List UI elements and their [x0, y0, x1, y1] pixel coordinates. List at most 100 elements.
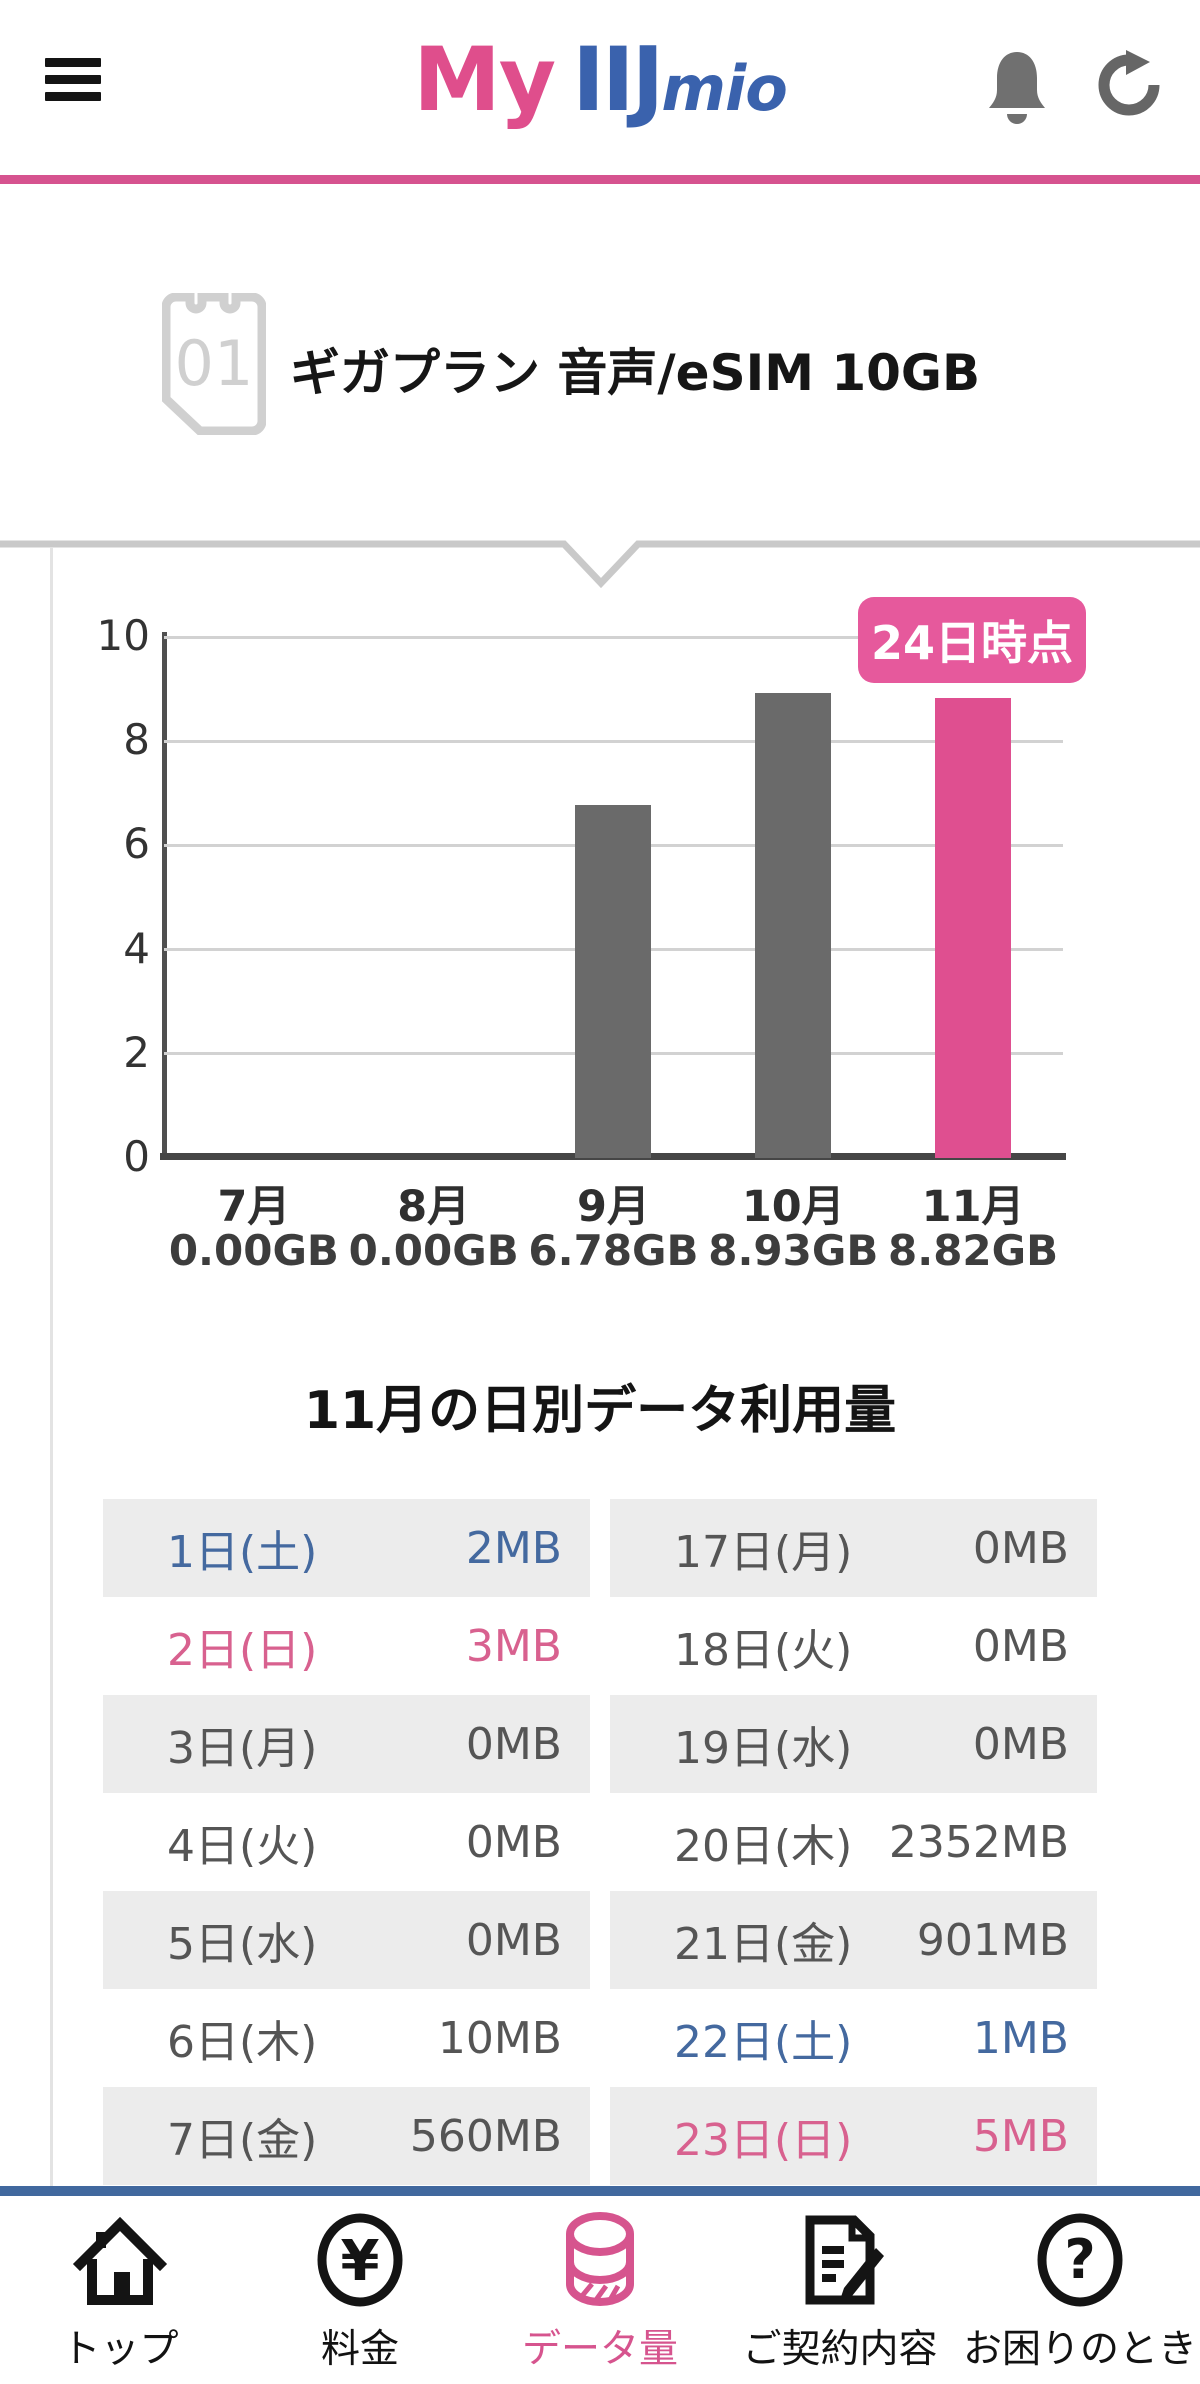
daily-usage-title: 11月の日別データ利用量: [303, 1381, 897, 1441]
yen-icon: ¥: [317, 2213, 403, 2307]
day-label: 3日(月): [167, 1723, 318, 1774]
month-label: 7月: [217, 1182, 291, 1232]
month-usage-value: 8.93GB: [708, 1226, 879, 1275]
header-divider: [0, 175, 1200, 184]
month-label: 8月: [397, 1182, 471, 1232]
svg-text:?: ?: [1064, 2228, 1095, 2291]
usage-value: 1MB: [972, 2012, 1069, 2064]
month-usage-value: 8.82GB: [888, 1226, 1059, 1275]
usage-bar-10月: [755, 693, 832, 1158]
sim-card-icon: 01: [162, 293, 266, 435]
daily-usage-row: 7日(金) 560MB: [103, 2087, 590, 2185]
day-label: 22日(土): [674, 2017, 853, 2068]
y-axis-tick-label: 8: [123, 715, 150, 765]
daily-usage-row: 17日(月) 0MB: [610, 1499, 1097, 1597]
nav-item-contract[interactable]: ご契約内容: [720, 2196, 960, 2384]
sim-number-text: 01: [175, 327, 254, 400]
daily-usage-row: 6日(木) 10MB: [103, 1989, 590, 2087]
daily-usage-row: 20日(木) 2352MB: [610, 1793, 1097, 1891]
y-axis-tick-label: 2: [123, 1027, 150, 1077]
day-label: 21日(金): [674, 1919, 853, 1970]
usage-value: 0MB: [972, 1620, 1069, 1672]
plan-title: ギガプラン 音声/eSIM 10GB: [290, 344, 981, 402]
y-axis-tick-label: 0: [123, 1132, 150, 1181]
daily-usage-row: 1日(土) 2MB: [103, 1499, 590, 1597]
daily-usage-row: 19日(水) 0MB: [610, 1695, 1097, 1793]
app-logo: My IIJmio: [0, 28, 1200, 131]
nav-item-help[interactable]: ? お困りのとき: [960, 2196, 1200, 2384]
daily-usage-row: 22日(土) 1MB: [610, 1989, 1097, 2087]
day-label: 1日(土): [167, 1527, 318, 1578]
data-coins-icon: [566, 2212, 634, 2306]
day-label: 20日(木): [674, 1821, 853, 1872]
nav-label-fees: 料金: [320, 2327, 399, 2372]
usage-bar-9月: [575, 805, 652, 1158]
month-usage-value: 6.78GB: [528, 1226, 699, 1275]
usage-value: 3MB: [465, 1620, 562, 1672]
nav-label-contract: ご契約内容: [742, 2327, 938, 2372]
daily-usage-row: 18日(火) 0MB: [610, 1597, 1097, 1695]
nav-item-data[interactable]: データ量: [480, 2196, 720, 2384]
day-label: 5日(水): [167, 1919, 318, 1970]
daily-table-left-column: 1日(土) 2MB 2日(日) 3MB 3日(月) 0MB 4日(火) 0MB 5日(水) 0MB…: [103, 1499, 590, 2185]
chart-y-axis: [162, 632, 167, 1159]
nav-label-help: お困りのとき: [962, 2327, 1197, 2372]
month-usage-value: 0.00GB: [348, 1226, 519, 1275]
svg-text:¥: ¥: [341, 2229, 380, 2294]
y-axis-tick-label: 6: [123, 819, 150, 869]
month-label: 11月: [921, 1182, 1025, 1232]
header: My IIJmio: [0, 0, 1200, 175]
gridline: [164, 635, 1063, 639]
nav-top-divider: [0, 2186, 1200, 2196]
nav-label-data: データ量: [521, 2327, 678, 2372]
panel-left-border: [50, 547, 53, 2186]
usage-value: 0MB: [465, 1914, 562, 1966]
daily-usage-row: 4日(火) 0MB: [103, 1793, 590, 1891]
usage-value: 0MB: [972, 1522, 1069, 1574]
home-icon: [72, 2216, 168, 2305]
logo-my: My: [413, 28, 556, 131]
day-label: 19日(水): [674, 1723, 853, 1774]
usage-value: 0MB: [465, 1718, 562, 1770]
usage-value: 0MB: [972, 1718, 1069, 1770]
help-icon: ?: [1037, 2213, 1123, 2307]
month-usage-value: 0.00GB: [168, 1226, 339, 1275]
day-label: 18日(火): [674, 1625, 853, 1676]
month-label: 10月: [741, 1182, 845, 1232]
day-label: 7日(金): [167, 2115, 318, 2166]
gridline: [164, 739, 1063, 743]
daily-usage-row: 5日(水) 0MB: [103, 1891, 590, 1989]
logo-iij: IIJ: [572, 28, 664, 131]
hamburger-menu-icon[interactable]: [45, 58, 101, 102]
y-axis-tick-label: 10: [96, 611, 150, 660]
month-label: 9月: [577, 1182, 650, 1232]
nav-item-fees[interactable]: ¥ 料金: [240, 2196, 480, 2384]
logo-mio: mio: [661, 52, 787, 125]
usage-value: 0MB: [465, 1816, 562, 1868]
contract-icon: [805, 2215, 884, 2305]
refresh-icon[interactable]: [1096, 50, 1162, 120]
nav-label-top: トップ: [61, 2327, 179, 2372]
day-label: 2日(日): [167, 1625, 318, 1676]
notification-bell-icon[interactable]: [986, 48, 1048, 124]
daily-usage-row: 3日(月) 0MB: [103, 1695, 590, 1793]
nav-item-top[interactable]: トップ: [0, 2196, 240, 2384]
usage-value: 901MB: [916, 1914, 1069, 1966]
usage-value: 5MB: [972, 2110, 1069, 2162]
y-axis-tick-label: 4: [123, 923, 150, 973]
panel-top-border: [0, 540, 1200, 589]
usage-value: 2352MB: [888, 1816, 1069, 1868]
as-of-date-badge: 24日時点: [858, 597, 1086, 683]
day-label: 17日(月): [674, 1527, 853, 1578]
daily-usage-row: 21日(金) 901MB: [610, 1891, 1097, 1989]
usage-bar-11月: [935, 698, 1012, 1158]
usage-value: 2MB: [465, 1522, 562, 1574]
daily-usage-row: 2日(日) 3MB: [103, 1597, 590, 1695]
day-label: 23日(日): [674, 2115, 853, 2166]
day-label: 6日(木): [167, 2017, 318, 2068]
daily-usage-row: 23日(日) 5MB: [610, 2087, 1097, 2185]
bottom-navigation: トップ ¥ 料金 データ量 ご契約内: [0, 2196, 1200, 2384]
usage-value: 10MB: [437, 2012, 562, 2064]
day-label: 4日(火): [167, 1821, 318, 1872]
